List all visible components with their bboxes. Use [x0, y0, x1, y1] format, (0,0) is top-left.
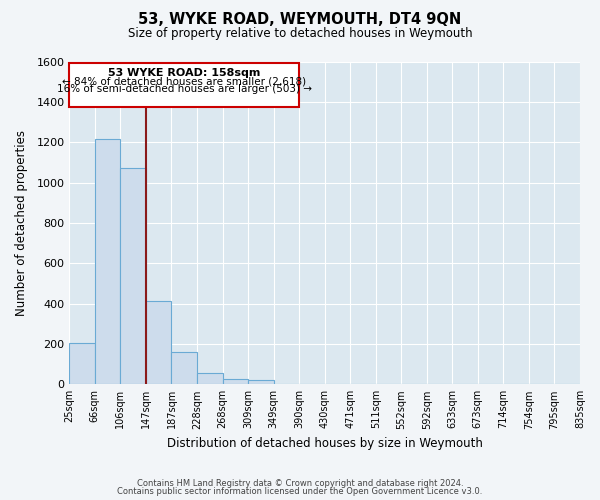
Text: Contains HM Land Registry data © Crown copyright and database right 2024.: Contains HM Land Registry data © Crown c… [137, 478, 463, 488]
X-axis label: Distribution of detached houses by size in Weymouth: Distribution of detached houses by size … [167, 437, 482, 450]
Bar [172, 352, 197, 384]
Bar [70, 343, 95, 384]
Text: 53, WYKE ROAD, WEYMOUTH, DT4 9QN: 53, WYKE ROAD, WEYMOUTH, DT4 9QN [139, 12, 461, 28]
Text: 16% of semi-detached houses are larger (503) →: 16% of semi-detached houses are larger (… [57, 84, 312, 94]
Text: 53 WYKE ROAD: 158sqm: 53 WYKE ROAD: 158sqm [108, 68, 260, 78]
Bar [197, 373, 223, 384]
Text: ← 84% of detached houses are smaller (2,618): ← 84% of detached houses are smaller (2,… [62, 76, 306, 86]
Bar [146, 300, 172, 384]
Bar [223, 380, 248, 384]
Text: Contains public sector information licensed under the Open Government Licence v3: Contains public sector information licen… [118, 487, 482, 496]
Bar [95, 139, 121, 384]
Text: Size of property relative to detached houses in Weymouth: Size of property relative to detached ho… [128, 28, 472, 40]
Bar [121, 168, 146, 384]
Y-axis label: Number of detached properties: Number of detached properties [15, 130, 28, 316]
Bar [248, 380, 274, 384]
FancyBboxPatch shape [70, 62, 299, 107]
